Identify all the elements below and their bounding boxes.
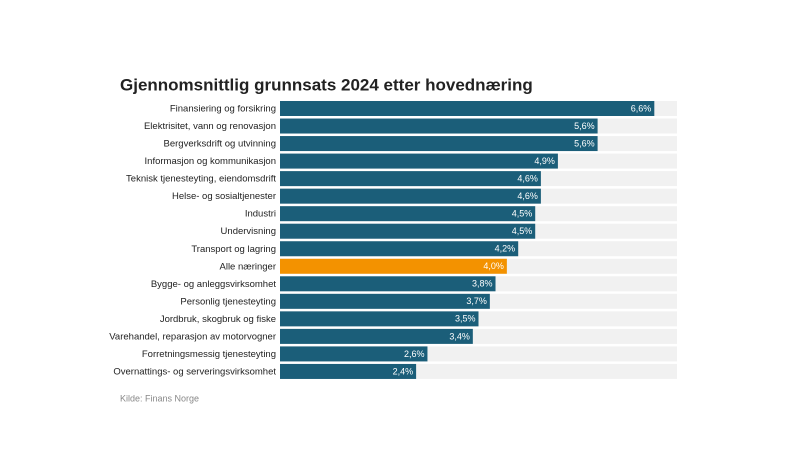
category-label: Helse- og sosialtjenester [172,191,276,202]
value-label: 4,2% [495,244,516,254]
category-label: Finansiering og forsikring [170,104,276,115]
value-label: 4,6% [517,191,538,201]
chart-title: Gjennomsnittlig grunnsats 2024 etter hov… [120,75,533,94]
value-label: 3,5% [455,314,476,324]
value-label: 4,5% [512,209,533,219]
value-label: 3,8% [472,279,493,289]
value-label: 4,0% [483,261,504,271]
bar [280,293,490,309]
bar [280,171,541,187]
value-label: 4,5% [512,226,533,236]
bar [280,258,507,274]
category-label: Informasjon og kommunikasjon [145,156,276,167]
value-label: 4,6% [517,173,538,183]
category-label: Jordbruk, skogbruk og fiske [160,314,276,325]
bar [280,346,428,362]
value-label: 5,6% [574,121,595,131]
value-label: 5,6% [574,138,595,148]
value-label: 3,7% [466,296,487,306]
bar [280,188,541,204]
category-label: Industri [245,209,276,220]
category-label: Forretningsmessig tjenesteyting [142,349,276,360]
bar [280,153,558,169]
bar [280,311,479,327]
category-label: Alle næringer [220,261,277,272]
category-label: Undervisning [221,226,276,237]
source: Kilde: Finans Norge [120,393,199,403]
value-label: 3,4% [449,331,470,341]
category-label: Personlig tjenesteyting [180,296,276,307]
category-label: Teknisk tjenesteyting, eiendomsdrift [126,174,276,185]
bar [280,276,496,292]
category-label: Elektrisitet, vann og renovasjon [144,121,276,132]
value-label: 2,4% [393,366,414,376]
category-label: Overnattings- og serveringsvirksomhet [113,366,276,377]
bar [280,363,417,379]
category-label: Bergverksdrift og utvinning [164,139,276,150]
bar [280,223,536,239]
value-label: 2,6% [404,349,425,359]
bar [280,328,473,344]
value-label: 4,9% [534,156,555,166]
category-label: Varehandel, reparasjon av motorvogner [109,331,276,342]
category-label: Transport og lagring [191,244,276,255]
bar [280,136,598,152]
category-label: Bygge- og anleggsvirksomhet [151,279,277,290]
value-label: 6,6% [631,103,652,113]
bar [280,101,655,116]
bar [280,241,519,257]
bar [280,206,536,222]
bar [280,118,598,134]
